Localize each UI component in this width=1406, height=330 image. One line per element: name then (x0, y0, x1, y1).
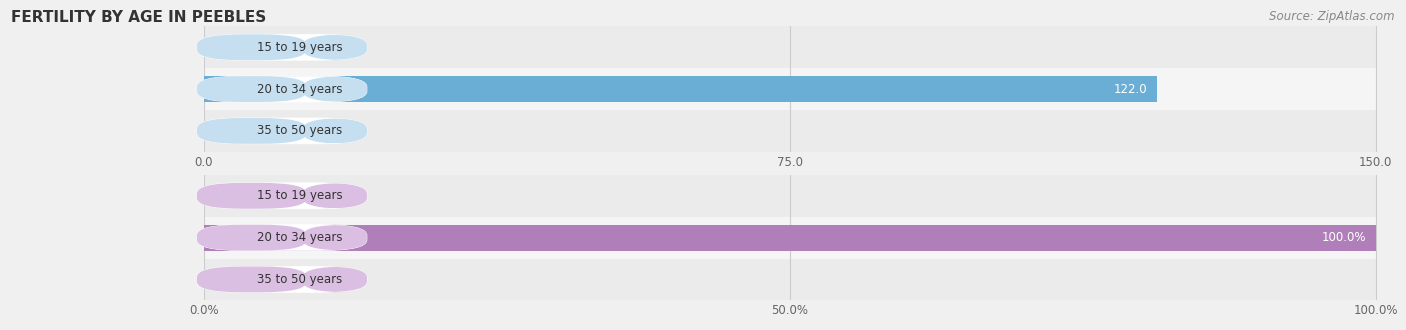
Bar (204, 110, 1375, 152)
Text: Source: ZipAtlas.com: Source: ZipAtlas.com (1270, 10, 1395, 23)
Text: 20 to 34 years: 20 to 34 years (257, 231, 343, 244)
Bar (204, 68, 1375, 110)
Text: 0.0%: 0.0% (218, 273, 247, 286)
Bar (204, 175, 1375, 217)
Bar (204, 258, 1375, 300)
Text: 122.0: 122.0 (1114, 82, 1147, 96)
Bar (204, 26, 1375, 68)
Text: 0.0%: 0.0% (218, 189, 247, 202)
Text: 20 to 34 years: 20 to 34 years (257, 82, 343, 96)
Bar (204, 217, 1375, 258)
Bar (204, 225, 1375, 250)
Bar (204, 76, 1157, 102)
Text: 35 to 50 years: 35 to 50 years (257, 124, 342, 137)
Text: FERTILITY BY AGE IN PEEBLES: FERTILITY BY AGE IN PEEBLES (11, 10, 267, 25)
Text: 0.0: 0.0 (218, 41, 236, 54)
Text: 100.0%: 100.0% (1322, 231, 1367, 244)
Text: 35 to 50 years: 35 to 50 years (257, 273, 342, 286)
Text: 15 to 19 years: 15 to 19 years (257, 189, 343, 202)
Text: 0.0: 0.0 (218, 124, 236, 137)
Text: 15 to 19 years: 15 to 19 years (257, 41, 343, 54)
